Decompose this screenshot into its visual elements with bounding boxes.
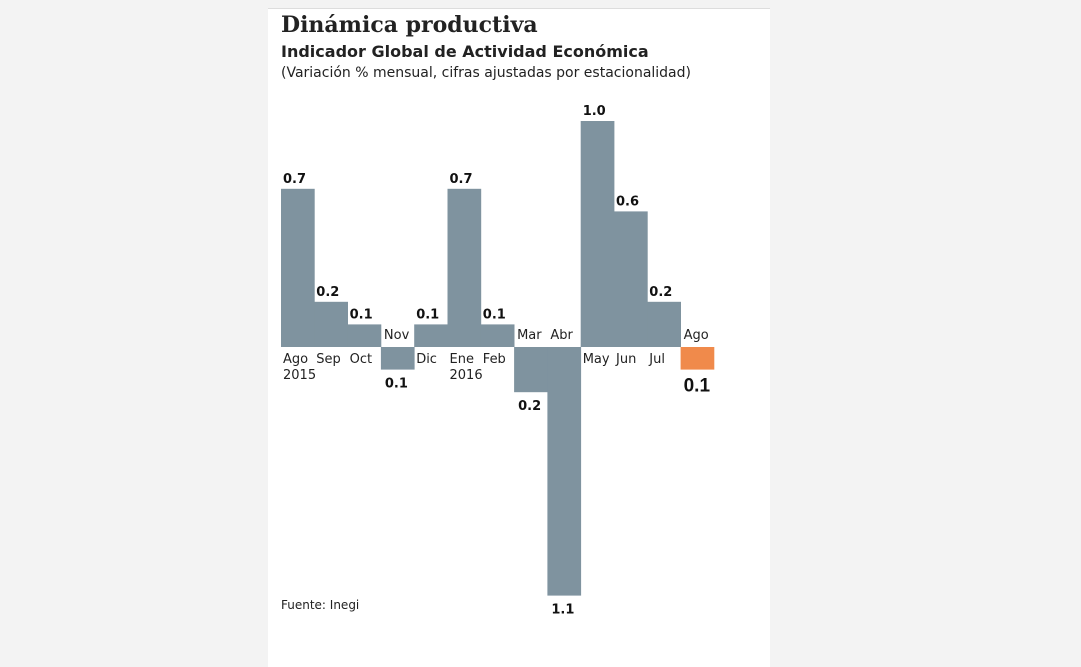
data-label: 0.2 — [649, 285, 672, 300]
data-label: 0.7 — [283, 172, 306, 187]
category-label: Abr — [550, 328, 573, 343]
data-label: 0.1 — [684, 376, 711, 397]
bar — [547, 347, 582, 596]
category-label: Dic — [416, 352, 437, 367]
data-label: 1.0 — [583, 104, 606, 119]
data-label: 0.7 — [450, 172, 473, 187]
bar — [680, 347, 715, 370]
data-label: 0.1 — [416, 307, 439, 322]
bar — [447, 188, 482, 347]
data-label: 0.1 — [483, 307, 506, 322]
bar — [380, 347, 415, 370]
bar — [614, 211, 648, 347]
category-label: Mar — [517, 328, 542, 343]
category-label: Nov — [384, 328, 410, 343]
category-label: Feb — [483, 352, 506, 367]
category-label: May — [583, 352, 610, 367]
data-label: 0.2 — [316, 285, 339, 300]
bar — [347, 324, 382, 347]
bar — [580, 121, 615, 347]
chart-title: Dinámica productiva — [281, 12, 538, 38]
category-label: 2016 — [450, 368, 483, 383]
category-label: Ago — [684, 328, 709, 343]
chart-subtitle: Indicador Global de Actividad Económica — [281, 42, 649, 61]
category-label: Jun — [615, 352, 636, 367]
data-label: 0.1 — [385, 377, 408, 392]
bar — [647, 301, 681, 347]
data-label: 0.2 — [518, 399, 541, 414]
category-label: Jul — [648, 352, 665, 367]
bar — [314, 301, 348, 347]
data-label: 1.1 — [551, 603, 574, 618]
bar — [281, 188, 315, 347]
category-label: Sep — [316, 352, 341, 367]
bar — [480, 324, 515, 347]
chart-source: Fuente: Inegi — [281, 598, 360, 612]
category-label: 2015 — [283, 368, 316, 383]
chart-note: (Variación % mensual, cifras ajustadas p… — [281, 65, 691, 81]
category-label: Oct — [350, 352, 372, 367]
category-label: Ago — [283, 352, 308, 367]
category-label: Ene — [450, 352, 474, 367]
data-label: 0.1 — [350, 307, 373, 322]
data-label: 0.6 — [616, 194, 639, 209]
bar — [514, 347, 548, 393]
bar — [414, 324, 448, 347]
